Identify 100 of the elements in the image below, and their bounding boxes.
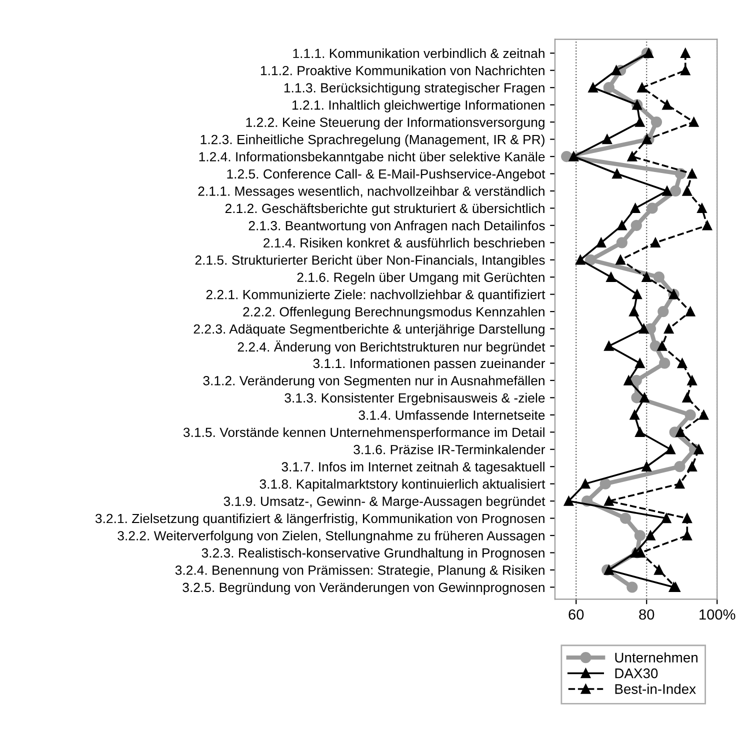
point xyxy=(644,48,654,58)
y-tick-label: 1.2.3. Einheitliche Sprachregelung (Management, IR & PR) xyxy=(200,134,544,147)
point xyxy=(664,324,674,334)
point xyxy=(564,496,574,506)
point xyxy=(568,152,579,162)
point xyxy=(617,220,627,230)
y-tick-label: 1.1.2. Proaktive Kommunikation von Nachrichten xyxy=(260,66,544,76)
point xyxy=(580,478,590,489)
y-tick-label: 2.1.6. Regeln über Umgang mit Gerüchten xyxy=(297,272,544,285)
point xyxy=(666,444,676,454)
point xyxy=(630,374,642,386)
point xyxy=(627,152,638,162)
point xyxy=(611,66,622,76)
point xyxy=(575,255,586,265)
y-tick-label: 3.1.7. Infos im Internet zeitnah & tagesaktuell xyxy=(282,462,544,474)
point xyxy=(646,530,656,540)
point xyxy=(650,238,660,248)
point xyxy=(670,185,682,197)
x-tick-label: 100% xyxy=(700,609,736,620)
point xyxy=(629,306,639,316)
x-tick-label: 60 xyxy=(568,609,584,620)
point xyxy=(604,341,614,351)
point xyxy=(585,254,596,266)
point xyxy=(662,100,672,110)
point xyxy=(658,306,669,318)
y-tick-label: 3.1.6. Präzise IR-Terminkalender xyxy=(354,444,546,454)
point xyxy=(662,186,672,196)
point xyxy=(687,376,697,386)
point xyxy=(680,66,690,76)
point xyxy=(596,238,606,248)
point xyxy=(698,410,709,420)
point xyxy=(630,203,640,214)
point xyxy=(616,237,628,248)
point xyxy=(612,168,622,179)
point xyxy=(632,289,642,300)
point xyxy=(626,582,638,593)
point xyxy=(674,478,685,489)
point xyxy=(624,376,634,386)
point xyxy=(642,462,652,472)
y-tick-label: 3.1.5. Vorstände kennen Unternehmensperformance im Detail xyxy=(183,427,544,440)
point xyxy=(642,272,652,282)
point xyxy=(697,203,707,214)
point xyxy=(694,444,704,454)
y-tick-label: 3.1.9. Umsatz-, Gewinn- & Marge-Aussagen begründet xyxy=(224,496,546,509)
y-tick-label: 2.1.2. Geschäftsberichte gut strukturiert & übersichtlich xyxy=(225,203,544,216)
y-tick-label: 3.1.3. Konsistenter Ergebnisausweis & -ziele xyxy=(284,392,545,406)
point xyxy=(682,513,692,524)
y-tick-label: 2.2.2. Offenlegung Berechnungsmodus Kennzahlen xyxy=(243,306,544,320)
point xyxy=(604,496,614,506)
point xyxy=(654,565,664,575)
y-tick-label: 2.1.1. Messages wesentlich, nachvollzeihbar & verständlich xyxy=(198,186,544,198)
y-tick-label: 3.1.2. Veränderung von Segmenten nur in Ausnahmefällen xyxy=(203,376,544,388)
y-tick-label: 3.1.8. Kapitalmarktstory kontinuierlich aktualisiert xyxy=(260,479,546,492)
y-tick-label: 2.1.5. Strukturierter Bericht über Non-Financials, Intangibles xyxy=(195,255,545,268)
point xyxy=(634,530,646,542)
point xyxy=(650,116,662,128)
point xyxy=(688,117,699,127)
point xyxy=(659,358,670,369)
point xyxy=(661,513,672,524)
point xyxy=(680,48,690,58)
y-tick-label: 3.2.2. Weiterverfolgung von Zielen, Stellungnahme zu früheren Aussagen xyxy=(118,530,544,544)
y-tick-label: 2.1.4. Risiken konkret & ausführlich beschrieben xyxy=(264,238,544,248)
point xyxy=(677,358,688,368)
y-tick-label: 3.1.4. Umfassende Internetseite xyxy=(358,410,545,420)
y-tick-label: 1.2.5. Conference Call- & E-Mail-Pushservice-Angebot xyxy=(227,168,546,182)
legend-label: Unternehmen xyxy=(615,652,698,663)
point xyxy=(561,150,572,162)
point xyxy=(630,410,640,420)
point xyxy=(646,202,658,214)
point xyxy=(603,82,614,94)
point xyxy=(638,324,649,334)
point xyxy=(682,530,692,540)
point xyxy=(674,461,686,472)
point xyxy=(602,134,612,144)
y-tick-label: 1.2.4. Informationsbekanntgabe nicht über selektive Kanäle xyxy=(199,152,545,164)
point xyxy=(606,272,616,282)
point xyxy=(640,392,650,403)
y-tick-label: 2.1.3. Beantwortung von Anfragen nach Detailinfos xyxy=(248,220,545,233)
y-tick-label: 1.1.3. Berücksichtigung strategischer Fragen xyxy=(284,82,544,96)
point xyxy=(685,306,696,316)
point xyxy=(653,272,664,283)
point xyxy=(687,168,697,179)
point xyxy=(635,358,645,368)
point xyxy=(635,117,645,127)
y-tick-label: 3.1.1. Informationen passen zueinander xyxy=(313,358,546,371)
x-tick-label: 80 xyxy=(639,609,654,620)
y-tick-label: 1.1.1. Kommunikation verbindlich & zeitnah xyxy=(293,48,544,58)
point xyxy=(631,392,642,404)
y-tick-label: 3.2.1. Zielsetzung quantifiziert & längerfristig, Kommunikation von Prognosen xyxy=(95,513,544,526)
y-tick-label: 2.2.4. Änderung von Berichtstrukturen nur begründet xyxy=(238,340,546,354)
point xyxy=(702,220,712,230)
point xyxy=(682,392,692,403)
point xyxy=(636,548,646,558)
legend-label: Best-in-Index xyxy=(615,684,696,694)
legend-label: DAX30 xyxy=(615,668,658,678)
point xyxy=(620,512,632,524)
point xyxy=(642,134,652,144)
point xyxy=(637,82,647,92)
point xyxy=(687,462,697,472)
point xyxy=(616,255,626,265)
